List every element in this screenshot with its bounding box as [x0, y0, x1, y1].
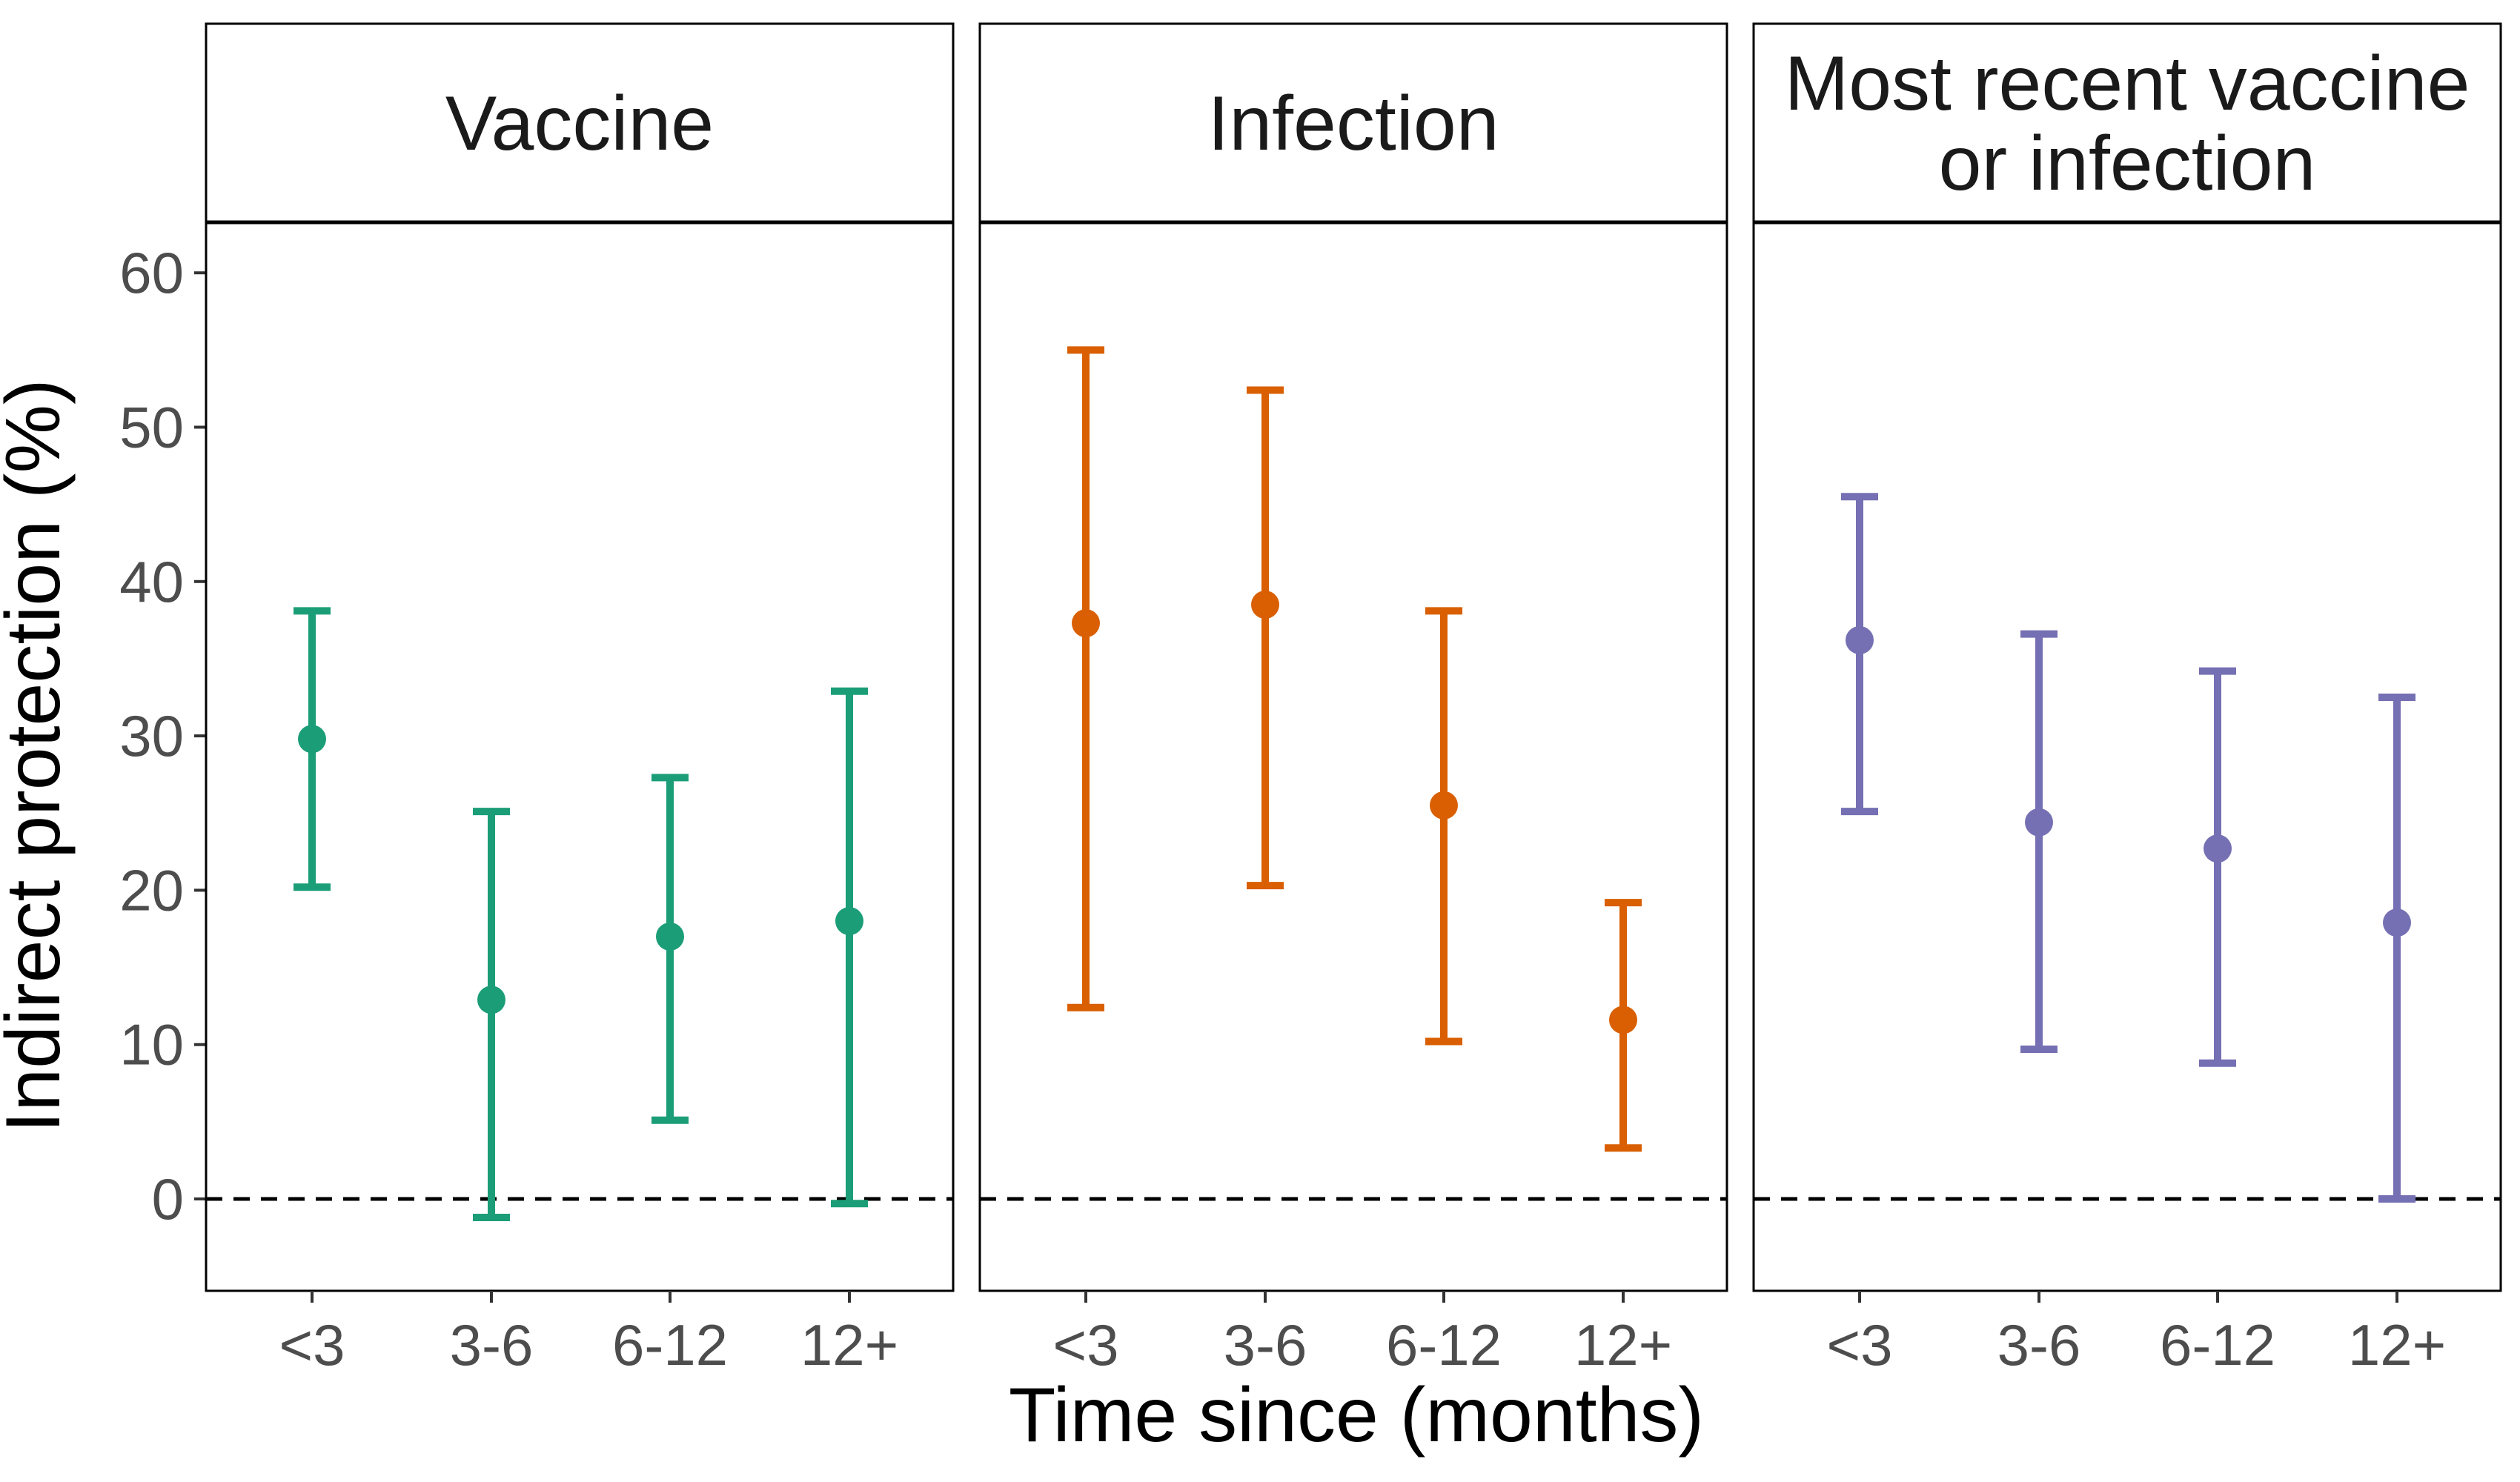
- facet-strip: [1752, 22, 2502, 224]
- error-bar: [1247, 386, 1284, 890]
- point-estimate: [835, 907, 863, 936]
- facet-panel: Infection <3 3-6 6-12 12+: [978, 22, 1728, 1378]
- point-estimate: [298, 725, 326, 754]
- facet-title: Vaccine: [445, 81, 714, 167]
- point-estimate: [1609, 1006, 1637, 1034]
- point-estimate: [1251, 591, 1279, 619]
- y-axis: 0 10 20 30 40 50 60: [119, 240, 206, 1232]
- x-tick-label: 3-6: [450, 1312, 534, 1378]
- x-tick-label: <3: [1827, 1312, 1893, 1378]
- facet-panel: Most recent vaccine or infection <3 3-6 6-12…: [1752, 22, 2502, 1378]
- error-bar: [2020, 630, 2058, 1053]
- error-bar: [1067, 346, 1104, 1011]
- x-tick-label: <3: [279, 1312, 345, 1378]
- x-tick-label: 12+: [800, 1312, 898, 1378]
- point-estimate: [1846, 625, 1874, 654]
- x-tick-label: 6-12: [1386, 1312, 1502, 1378]
- point-estimate: [2383, 908, 2411, 937]
- x-tick-label: 12+: [2348, 1312, 2446, 1378]
- y-tick-label: 40: [119, 549, 184, 614]
- y-tick-label: 60: [119, 240, 184, 305]
- y-tick-label: 30: [119, 703, 184, 768]
- point-estimate: [2025, 808, 2053, 837]
- error-bar: [2199, 667, 2236, 1067]
- point-estimate: [2204, 834, 2232, 863]
- facet-title: Most recent vaccine or infection: [1785, 41, 2470, 207]
- point-estimate: [477, 986, 505, 1014]
- error-bar: [1425, 607, 1462, 1046]
- panel-border: [1752, 221, 2502, 1292]
- y-tick-label: 10: [119, 1012, 184, 1077]
- x-tick-label: <3: [1053, 1312, 1119, 1378]
- x-tick-label: 3-6: [1224, 1312, 1307, 1378]
- point-estimate: [1430, 791, 1458, 820]
- panels: Vaccine <3 3-6 6-12 12+ Infection <3 3-6 6-12 12+…: [205, 22, 2502, 1378]
- x-axis-title: Time since (months): [1009, 1372, 1704, 1458]
- x-tick-label: 6-12: [612, 1312, 728, 1378]
- y-tick-label: 20: [119, 857, 184, 923]
- panel-border: [978, 221, 1728, 1292]
- point-estimate: [656, 922, 684, 951]
- x-tick-label: 3-6: [1997, 1312, 2081, 1378]
- y-tick-label: 50: [119, 395, 184, 460]
- error-bar: [473, 808, 510, 1221]
- y-tick-label: 0: [152, 1166, 184, 1232]
- facet-panel: Vaccine <3 3-6 6-12 12+: [205, 22, 955, 1378]
- facet-title: Infection: [1207, 81, 1499, 167]
- error-bar: [831, 687, 868, 1208]
- error-bar: [2378, 694, 2415, 1203]
- x-tick-label: 12+: [1574, 1312, 1672, 1378]
- y-axis-title: Indirect protection (%): [0, 379, 76, 1132]
- panel-border: [205, 221, 955, 1292]
- point-estimate: [1072, 609, 1100, 638]
- x-tick-label: 6-12: [2160, 1312, 2275, 1378]
- facet-strip: [978, 22, 1728, 224]
